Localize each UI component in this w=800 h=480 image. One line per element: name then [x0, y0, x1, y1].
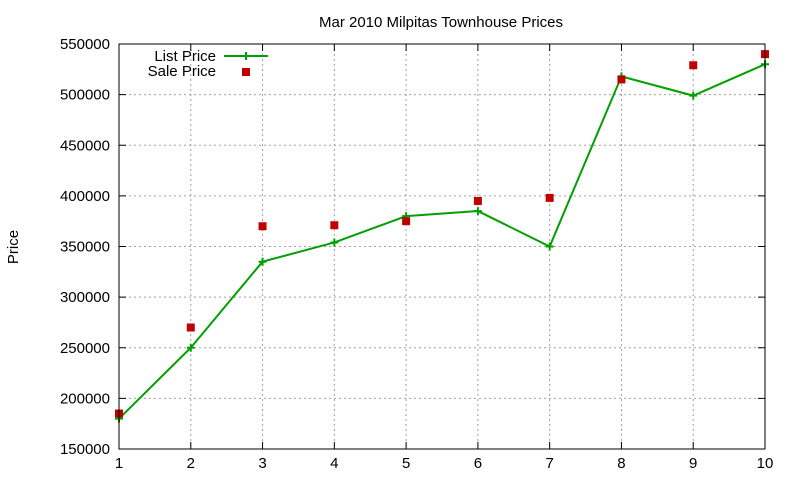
y-tick-label: 450000 [60, 137, 110, 154]
y-tick-label: 350000 [60, 239, 110, 256]
y-axis-label: Price [5, 230, 22, 264]
plot-area [115, 50, 769, 423]
x-tick-label: 2 [187, 455, 195, 472]
x-tick-label: 1 [115, 455, 123, 472]
legend-marker-list-price [242, 52, 250, 60]
tick-labels: 1500002000002500003000003500004000004500… [60, 36, 773, 472]
legend-label-list-price: List Price [154, 48, 216, 65]
sale-price-point [330, 221, 339, 230]
list-price-point [545, 242, 554, 251]
x-tick-label: 6 [474, 455, 482, 472]
chart-title: Mar 2010 Milpitas Townhouse Prices [319, 14, 563, 31]
sale-price-point [617, 75, 626, 84]
sale-price-point [689, 61, 698, 70]
x-tick-label: 5 [402, 455, 410, 472]
y-tick-label: 200000 [60, 390, 110, 407]
y-tick-label: 500000 [60, 87, 110, 104]
list-price-point [258, 257, 267, 266]
sale-price-point [186, 323, 195, 332]
grid [119, 44, 765, 449]
list-price-point [689, 91, 698, 100]
y-tick-label: 150000 [60, 441, 110, 458]
x-tick-label: 8 [617, 455, 625, 472]
y-tick-label: 250000 [60, 340, 110, 357]
sale-price-point [473, 196, 482, 205]
list-price-point [186, 343, 195, 352]
x-tick-label: 4 [330, 455, 338, 472]
y-tick-label: 300000 [60, 289, 110, 306]
y-tick-label: 400000 [60, 188, 110, 205]
y-tick-label: 550000 [60, 36, 110, 53]
x-tick-label: 10 [757, 455, 774, 472]
list-price-point [330, 238, 339, 247]
legend-swatch-sale-price [242, 68, 250, 76]
plot-frame [118, 43, 766, 450]
list-price-point [473, 207, 482, 216]
x-tick-label: 7 [545, 455, 553, 472]
sale-price-point [545, 193, 554, 202]
sale-price-point [258, 222, 267, 231]
sale-price-point [402, 217, 411, 226]
x-tick-label: 9 [689, 455, 697, 472]
series-line-list-price [118, 63, 766, 420]
x-tick-label: 3 [258, 455, 266, 472]
legend-label-sale-price: Sale Price [148, 63, 216, 80]
